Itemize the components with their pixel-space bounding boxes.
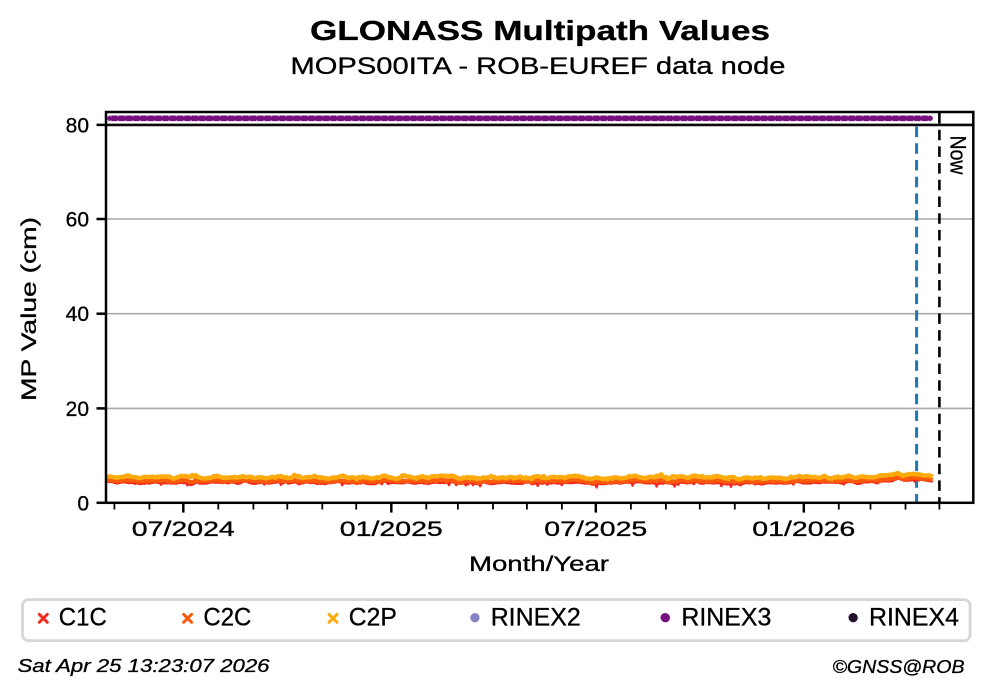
svg-text:©GNSS@ROB: ©GNSS@ROB [833, 657, 965, 677]
svg-text:RINEX3: RINEX3 [681, 604, 771, 632]
svg-text:80: 80 [66, 114, 89, 137]
svg-text:RINEX2: RINEX2 [491, 604, 581, 632]
svg-text:01/2025: 01/2025 [340, 518, 443, 541]
svg-text:Sat Apr 25 13:23:07 2026: Sat Apr 25 13:23:07 2026 [18, 656, 271, 676]
svg-text:RINEX4: RINEX4 [869, 604, 959, 632]
svg-text:07/2024: 07/2024 [132, 518, 235, 541]
svg-text:07/2025: 07/2025 [544, 518, 647, 541]
svg-text:C1C: C1C [59, 604, 107, 632]
svg-text:MP Value (cm): MP Value (cm) [18, 217, 41, 401]
svg-text:01/2026: 01/2026 [752, 518, 855, 541]
svg-text:MOPS00ITA - ROB-EUREF data nod: MOPS00ITA - ROB-EUREF data node [291, 53, 786, 80]
svg-text:0: 0 [77, 492, 89, 515]
svg-text:C2C: C2C [203, 604, 251, 632]
svg-text:GLONASS Multipath Values: GLONASS Multipath Values [310, 15, 770, 46]
svg-text:C2P: C2P [349, 604, 397, 632]
svg-text:40: 40 [66, 303, 89, 326]
svg-text:Month/Year: Month/Year [469, 553, 609, 576]
svg-text:20: 20 [66, 398, 89, 421]
svg-text:Now: Now [946, 136, 971, 175]
svg-text:60: 60 [66, 209, 89, 232]
